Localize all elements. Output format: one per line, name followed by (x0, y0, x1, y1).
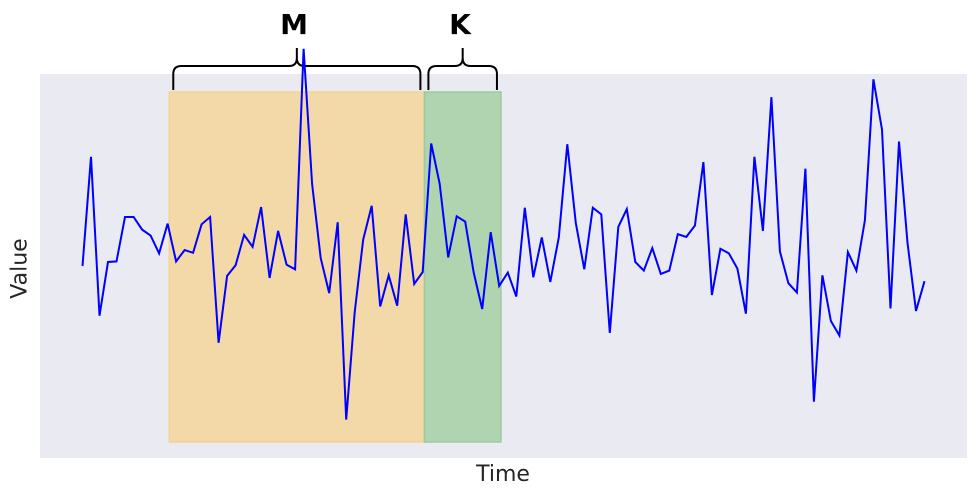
brace-k (427, 48, 498, 90)
region-m (168, 91, 426, 443)
series-line (81, 48, 926, 420)
region-label-k: K (449, 8, 471, 41)
region-label-m: M (280, 8, 308, 41)
highlight-regions (168, 91, 502, 443)
x-axis-label: Time (476, 462, 530, 487)
brace-m (172, 48, 422, 90)
y-axis-label: Value (7, 238, 33, 299)
region-braces (172, 48, 498, 90)
region-k (423, 91, 502, 443)
